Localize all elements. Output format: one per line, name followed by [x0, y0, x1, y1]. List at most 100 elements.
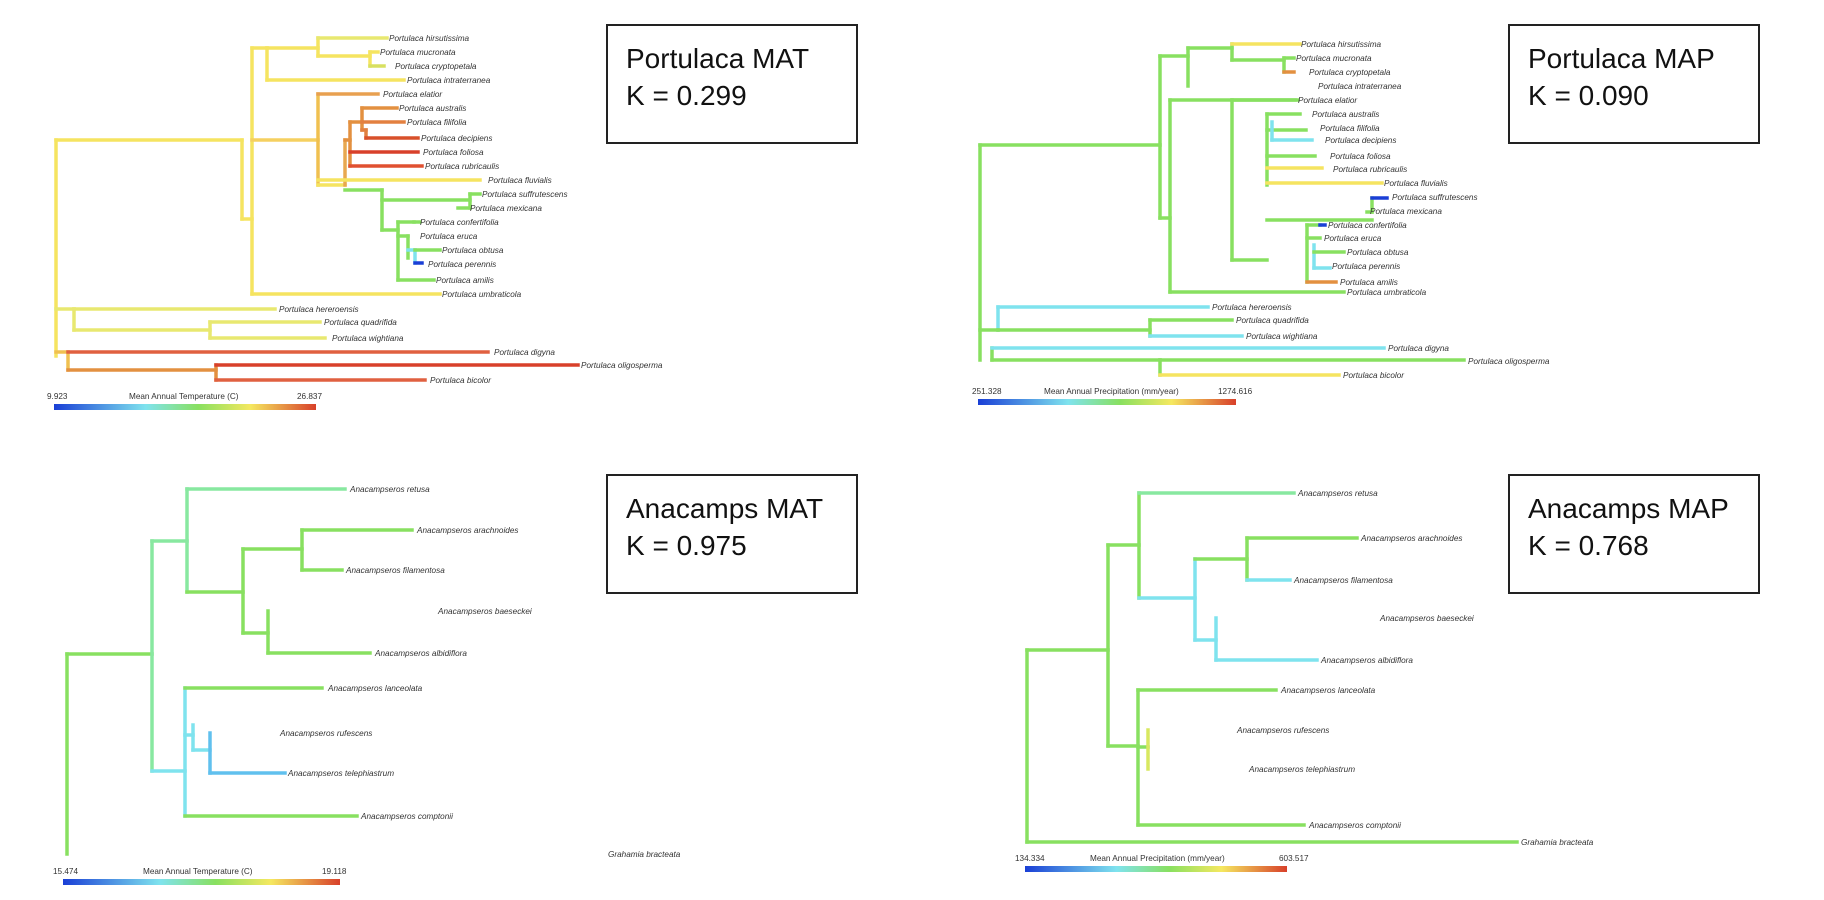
tip-label: Portulaca perennis	[1332, 262, 1400, 271]
anacamps-mat-tree: Anacampseros retusa Anacampseros arachno…	[53, 485, 681, 885]
scale-bar	[54, 404, 316, 410]
tip-label: Anacampseros albidiflora	[374, 649, 467, 658]
tip-label: Portulaca rubricaulis	[1333, 165, 1407, 174]
color-scale: 9.923 Mean Annual Temperature (C) 26.837	[47, 392, 322, 410]
tip-label: Portulaca elatior	[383, 90, 442, 99]
tip-label: Portulaca bicolor	[1343, 371, 1404, 380]
tip-label: Portulaca amilis	[1340, 278, 1398, 287]
tip-label: Anacampseros baeseckei	[437, 607, 532, 616]
tree-branches	[65, 487, 607, 856]
tip-label: Portulaca fluvialis	[1384, 179, 1448, 188]
tip-label: Portulaca confertifolia	[420, 218, 499, 227]
tip-labels: Portulaca hirsutissima Portulaca mucrona…	[279, 34, 663, 385]
panel-portulaca-map: Portulaca hirsutissima Portulaca mucrona…	[912, 0, 1824, 450]
scale-label: Mean Annual Precipitation (mm/year)	[1044, 387, 1179, 396]
tip-label: Anacampseros retusa	[1297, 489, 1378, 498]
tip-label: Portulaca cryptopetala	[395, 62, 477, 71]
tip-label: Anacampseros baeseckei	[1379, 614, 1474, 623]
tip-label: Anacampseros comptonii	[1308, 821, 1401, 830]
tip-label: Portulaca hirsutissima	[1301, 40, 1382, 49]
scale-min: 15.474	[53, 867, 78, 876]
panel-stat: K = 0.090	[1528, 80, 1649, 111]
scale-max: 1274.616	[1218, 387, 1253, 396]
tip-label: Portulaca intraterranea	[1318, 82, 1402, 91]
tip-label: Anacampseros comptonii	[360, 812, 453, 821]
tip-label: Portulaca oligosperma	[581, 361, 663, 370]
tip-label: Anacampseros lanceolata	[1280, 686, 1376, 695]
tip-label: Portulaca eruca	[1324, 234, 1382, 243]
tip-label: Portulaca mucronata	[380, 48, 456, 57]
tip-label: Portulaca decipiens	[1325, 136, 1396, 145]
tip-label: Portulaca wightiana	[1246, 332, 1318, 341]
scale-min: 251.328	[972, 387, 1002, 396]
tip-label: Anacampseros rufescens	[1236, 726, 1329, 735]
scale-bar	[978, 399, 1236, 405]
tip-label: Portulaca filifolia	[407, 118, 467, 127]
tip-label: Portulaca oligosperma	[1468, 357, 1550, 366]
tip-label: Portulaca digyna	[494, 348, 555, 357]
tip-label: Portulaca quadrifida	[1236, 316, 1309, 325]
tip-label: Portulaca hereroensis	[279, 305, 359, 314]
tip-label: Portulaca wightiana	[332, 334, 404, 343]
scale-label: Mean Annual Temperature (C)	[129, 392, 239, 401]
tip-label: Portulaca rubricaulis	[425, 162, 499, 171]
tip-label: Portulaca perennis	[428, 260, 496, 269]
tip-label: Portulaca amilis	[436, 276, 494, 285]
tip-label: Portulaca obtusa	[1347, 248, 1409, 257]
tip-label: Grahamia bracteata	[1521, 838, 1594, 847]
tip-labels: Anacampseros retusa Anacampseros arachno…	[1236, 489, 1594, 847]
tip-label: Portulaca hirsutissima	[389, 34, 470, 43]
panel-anacamps-mat: Anacampseros retusa Anacampseros arachno…	[0, 450, 912, 900]
tip-label: Portulaca umbraticola	[1347, 288, 1427, 297]
panel-stat: K = 0.768	[1528, 530, 1649, 561]
panel-title: Portulaca MAP	[1528, 43, 1715, 74]
tip-label: Portulaca eruca	[420, 232, 478, 241]
tip-label: Portulaca australis	[1312, 110, 1379, 119]
tip-label: Anacampseros telephiastrum	[287, 769, 394, 778]
tip-label: Portulaca decipiens	[421, 134, 492, 143]
panel-title-box: Portulaca MAT K = 0.299	[606, 24, 858, 144]
tip-label: Portulaca australis	[399, 104, 466, 113]
tip-label: Portulaca digyna	[1388, 344, 1449, 353]
scale-bar	[63, 879, 340, 885]
panel-anacamps-map: Anacampseros retusa Anacampseros arachno…	[912, 450, 1824, 900]
tip-label: Portulaca mexicana	[470, 204, 542, 213]
tip-label: Portulaca fluvialis	[488, 176, 552, 185]
tip-label: Portulaca foliosa	[1330, 152, 1391, 161]
color-scale: 134.334 Mean Annual Precipitation (mm/ye…	[1015, 854, 1309, 872]
tree-branches	[978, 42, 1466, 377]
tip-label: Portulaca suffrutescens	[482, 190, 568, 199]
tip-label: Anacampseros rufescens	[279, 729, 372, 738]
scale-label: Mean Annual Precipitation (mm/year)	[1090, 854, 1225, 863]
scale-max: 26.837	[297, 392, 322, 401]
tip-label: Portulaca bicolor	[430, 376, 491, 385]
tip-labels: Anacampseros retusa Anacampseros arachno…	[279, 485, 681, 859]
tip-label: Portulaca suffrutescens	[1392, 193, 1478, 202]
tip-label: Anacampseros retusa	[349, 485, 430, 494]
color-scale: 251.328 Mean Annual Precipitation (mm/ye…	[972, 387, 1253, 405]
portulaca-map-tree: Portulaca hirsutissima Portulaca mucrona…	[972, 40, 1550, 405]
tip-label: Anacampseros telephiastrum	[1248, 765, 1355, 774]
scale-label: Mean Annual Temperature (C)	[143, 867, 253, 876]
scale-max: 603.517	[1279, 854, 1309, 863]
portulaca-mat-tree: Portulaca hirsutissima Portulaca mucrona…	[47, 34, 663, 410]
scale-bar	[1025, 866, 1287, 872]
anacamps-map-tree: Anacampseros retusa Anacampseros arachno…	[1015, 489, 1594, 872]
scale-max: 19.118	[322, 867, 347, 876]
tip-label: Portulaca mexicana	[1370, 207, 1442, 216]
tip-label: Portulaca hereroensis	[1212, 303, 1292, 312]
tip-label: Portulaca intraterranea	[407, 76, 491, 85]
panel-portulaca-mat: Portulaca hirsutissima Portulaca mucrona…	[0, 0, 912, 450]
panel-title: Anacamps MAT	[626, 493, 824, 524]
tip-label: Portulaca foliosa	[423, 148, 484, 157]
tip-label: Anacampseros arachnoides	[416, 526, 519, 535]
tip-label: Anacampseros filamentosa	[345, 566, 445, 575]
scale-min: 134.334	[1015, 854, 1045, 863]
tip-label: Portulaca confertifolia	[1328, 221, 1407, 230]
tip-label: Portulaca filifolia	[1320, 124, 1380, 133]
panel-title: Anacamps MAP	[1528, 493, 1729, 524]
panel-title-box: Portulaca MAP K = 0.090	[1508, 24, 1760, 144]
tip-label: Portulaca elatior	[1298, 96, 1357, 105]
tip-label: Portulaca obtusa	[442, 246, 504, 255]
panel-title: Portulaca MAT	[626, 43, 810, 74]
